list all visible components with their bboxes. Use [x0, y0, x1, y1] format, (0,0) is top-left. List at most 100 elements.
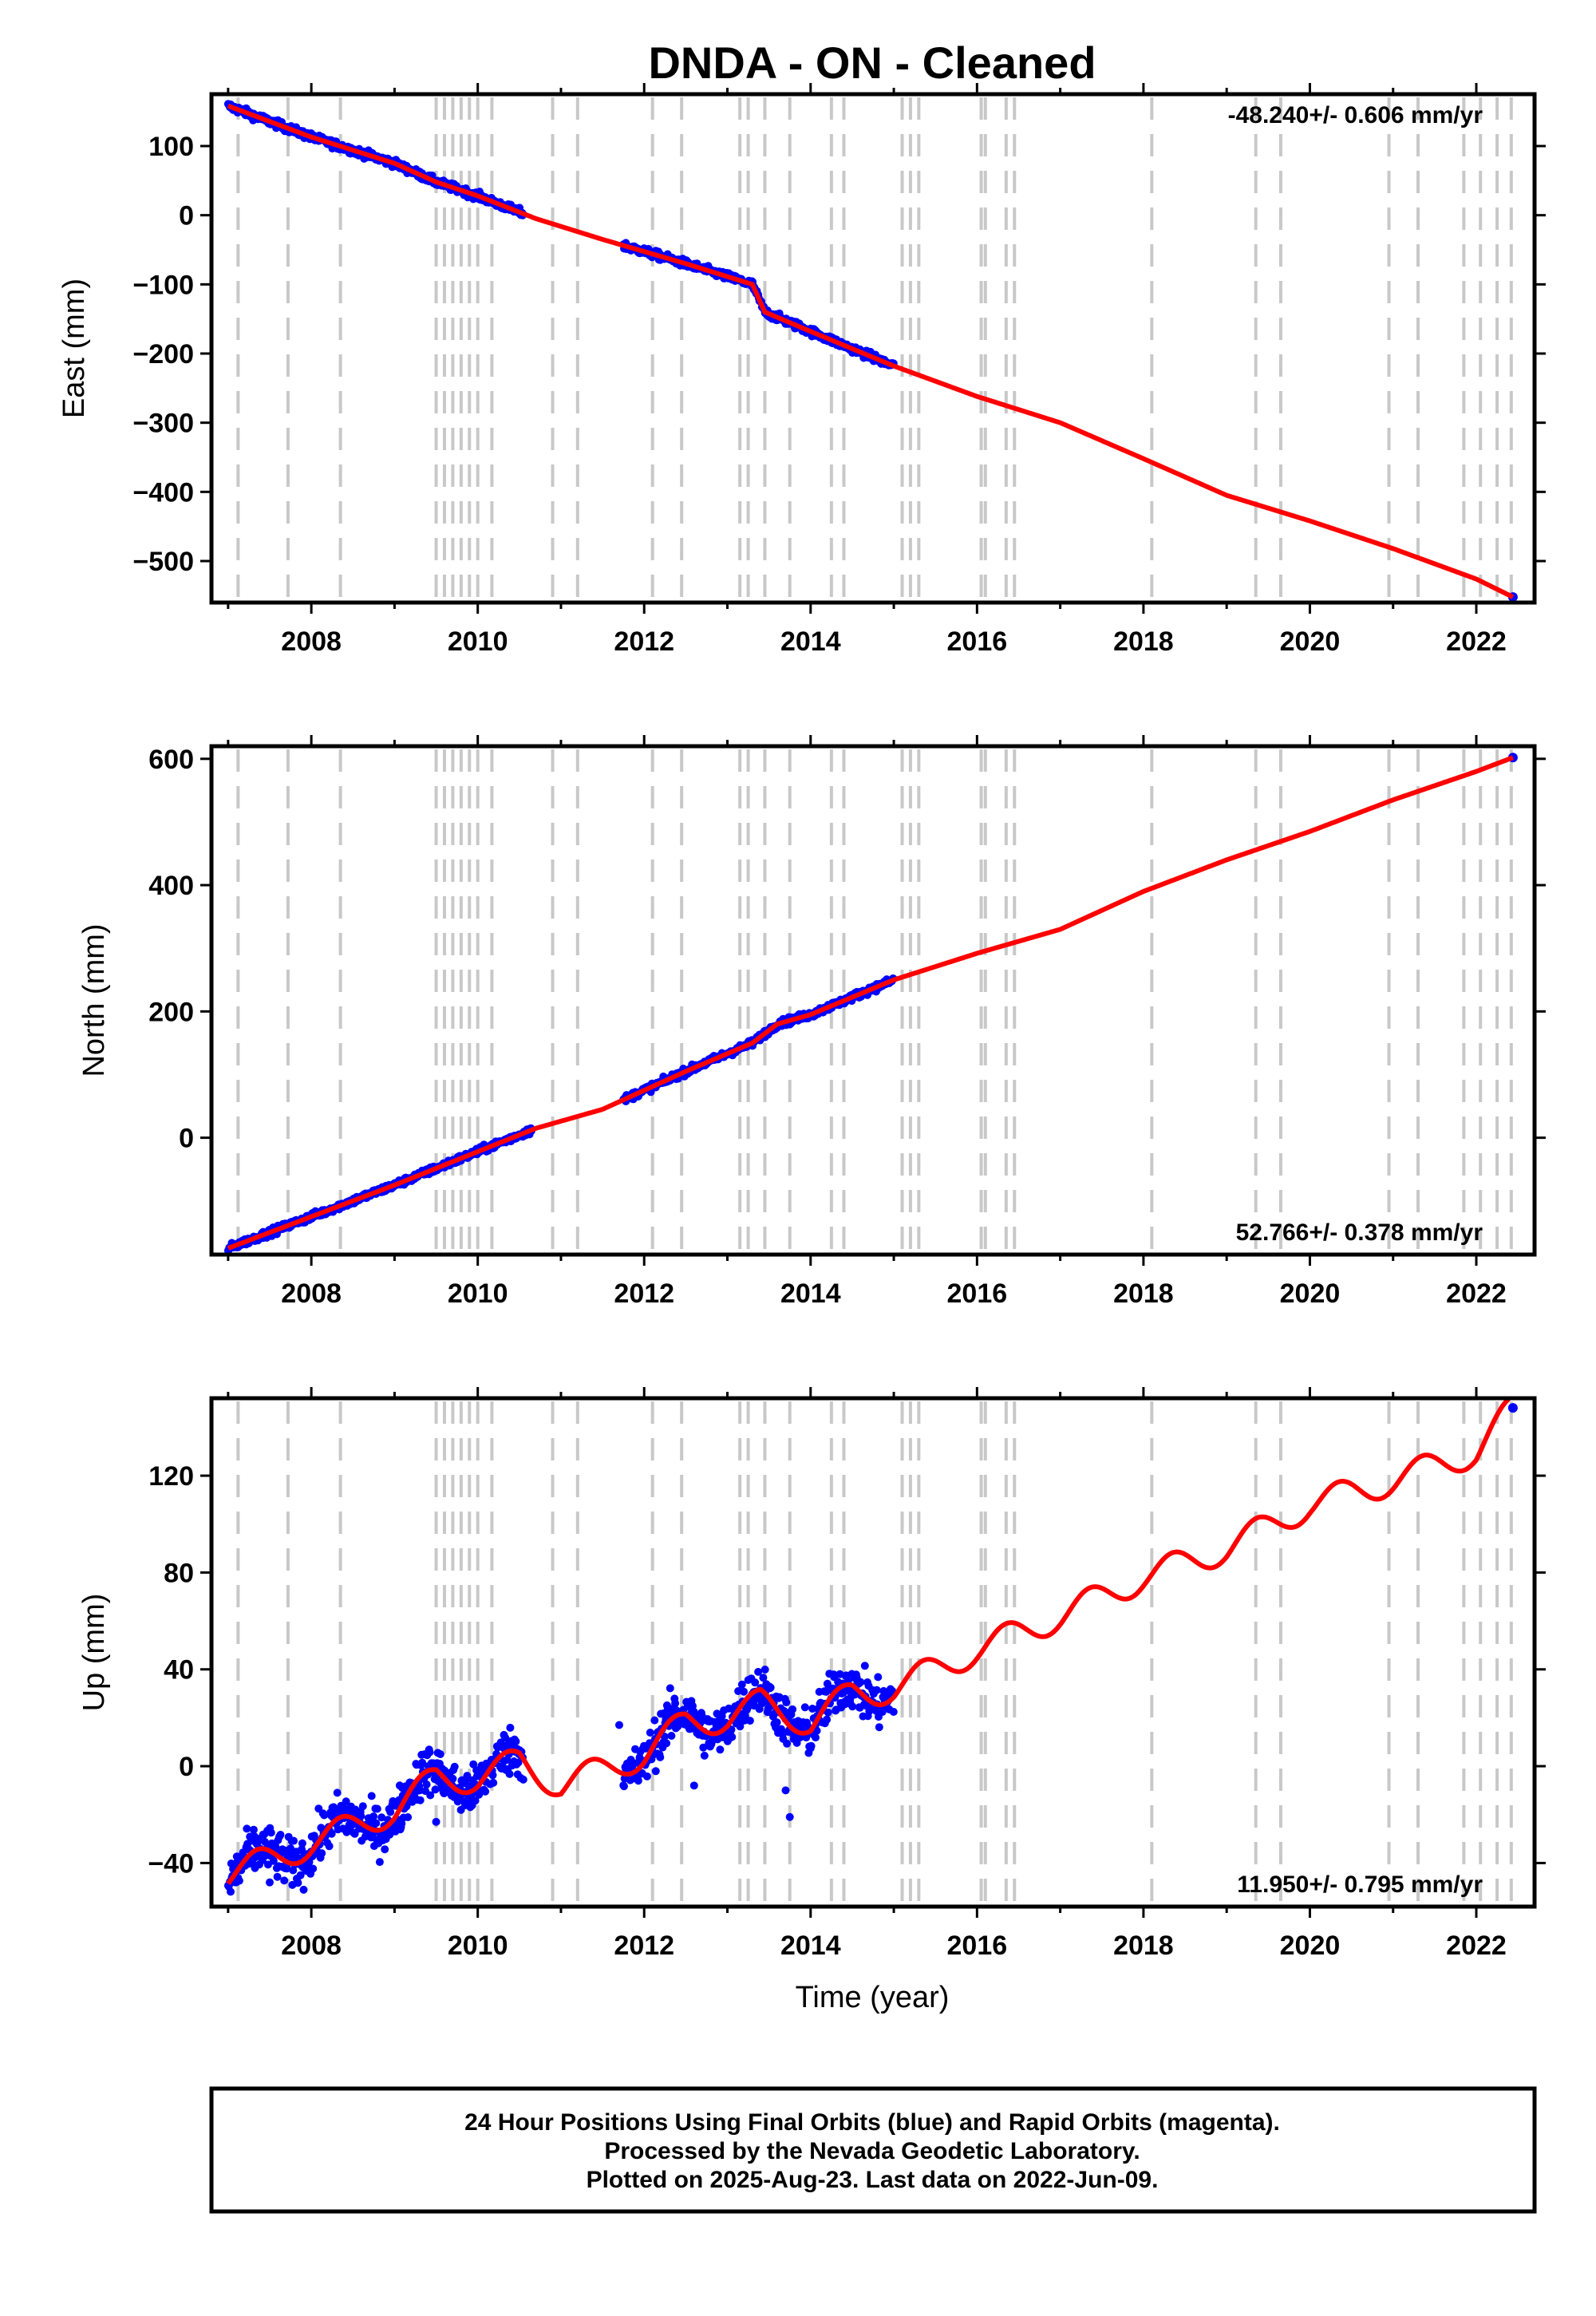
x-tick-label: 2018 [1113, 626, 1174, 657]
data-point [614, 1721, 623, 1729]
y-tick-label: 400 [148, 871, 194, 901]
data-point [271, 1842, 280, 1851]
data-point [372, 1819, 381, 1828]
data-point [505, 1769, 514, 1778]
data-point [667, 1732, 676, 1740]
x-tick-label: 2022 [1446, 1931, 1507, 1961]
last-data-point [1507, 1403, 1518, 1413]
x-tick-label: 2016 [947, 1279, 1008, 1309]
x-tick-label: 2012 [614, 626, 674, 657]
data-point [772, 1718, 781, 1727]
y-tick-label: 0 [179, 201, 194, 231]
rate-label: 11.950+/- 0.795 mm/yr [1237, 1871, 1483, 1898]
footer-box [209, 2086, 1537, 2214]
y-tick-label: −500 [132, 547, 194, 577]
data-point [489, 1778, 498, 1787]
data-point [320, 1811, 329, 1820]
data-point [754, 1667, 763, 1676]
data-point [432, 1817, 440, 1826]
data-point [671, 1699, 680, 1708]
data-point [386, 1808, 395, 1816]
data-point [418, 1758, 427, 1767]
data-point [425, 1748, 434, 1757]
x-tick-label: 2020 [1280, 1279, 1341, 1309]
data-point [875, 1723, 883, 1732]
x-tick-label: 2022 [1446, 626, 1507, 657]
x-tick-label: 2018 [1113, 1931, 1174, 1961]
data-point [273, 1872, 282, 1881]
model-line [227, 755, 1514, 1251]
data-point [342, 1797, 350, 1806]
data-point [783, 1739, 792, 1748]
data-point [781, 1786, 790, 1795]
data-point [848, 1702, 857, 1711]
x-tick-label: 2022 [1446, 1279, 1507, 1309]
x-axis-label: Time (year) [796, 1981, 950, 2014]
data-point [634, 1777, 642, 1785]
data-point [512, 1737, 520, 1745]
data-point [759, 1674, 768, 1682]
y-tick-label: 40 [164, 1655, 194, 1686]
data-point [416, 1796, 425, 1804]
data-point [422, 1780, 431, 1788]
y-tick-label: −100 [132, 270, 194, 300]
data-point [666, 1684, 674, 1693]
data-point [333, 1788, 342, 1797]
y-tick-label: 0 [179, 1752, 194, 1782]
data-point [269, 1856, 278, 1865]
data-point [662, 1739, 671, 1748]
y-tick-label: 200 [148, 997, 194, 1027]
data-point [751, 1678, 760, 1687]
x-tick-label: 2008 [281, 626, 342, 657]
data-point [298, 1839, 306, 1848]
data-point [812, 1733, 820, 1742]
y-axis-label: East (mm) [57, 279, 91, 418]
data-point [243, 1824, 251, 1833]
model-line [226, 1398, 1514, 1886]
east-panel: 100 0 −100 −200 −300 −400 −500 2008 2010 2012 2014… [57, 83, 1546, 657]
data-point [296, 1871, 305, 1879]
data-point [689, 1781, 698, 1790]
data-point [506, 1723, 515, 1732]
data-point [318, 1849, 326, 1858]
rate-label: -48.240+/- 0.606 mm/yr [1228, 102, 1483, 128]
data-point [373, 1804, 381, 1813]
data-point [851, 1690, 859, 1699]
y-tick-label: −300 [132, 409, 194, 439]
north-panel: 600 400 200 0 2008 2010 2012 2014 2016 2018 2020 20… [77, 735, 1546, 1309]
x-tick-label: 2012 [614, 1931, 674, 1961]
y-axis-label: North (mm) [77, 923, 111, 1077]
x-tick-label: 2014 [780, 1931, 841, 1961]
data-point [265, 1878, 274, 1887]
model-line [227, 103, 1515, 599]
x-tick-label: 2020 [1280, 626, 1341, 657]
x-tick-label: 2010 [448, 626, 508, 657]
footer-line-1: 24 Hour Positions Using Final Orbits (bl… [464, 2109, 1280, 2136]
data-point [267, 1828, 275, 1837]
data-point [874, 1673, 883, 1682]
x-tick-label: 2010 [448, 1279, 508, 1309]
data-point [785, 1812, 794, 1821]
x-tick-label: 2014 [780, 1279, 841, 1309]
data-point [299, 1885, 308, 1894]
data-point [656, 1753, 665, 1761]
data-point [280, 1876, 289, 1885]
y-tick-label: 600 [148, 745, 194, 775]
data-point [325, 1842, 334, 1851]
data-point [823, 1715, 832, 1724]
data-point [469, 1760, 478, 1769]
data-point [358, 1802, 367, 1811]
data-point [699, 1743, 708, 1752]
data-point [488, 1771, 497, 1780]
data-point [377, 1813, 386, 1822]
data-point [404, 1813, 413, 1821]
x-tick-label: 2020 [1280, 1931, 1341, 1961]
y-tick-label: −200 [132, 339, 194, 370]
data-point [807, 1741, 816, 1750]
data-point [856, 1678, 865, 1686]
data-point [448, 1774, 457, 1783]
data-point [650, 1716, 659, 1725]
footer-line-3: Plotted on 2025-Aug-23. Last data on 202… [587, 2167, 1159, 2193]
footer-line-2: Processed by the Nevada Geodetic Laborat… [604, 2138, 1140, 2164]
